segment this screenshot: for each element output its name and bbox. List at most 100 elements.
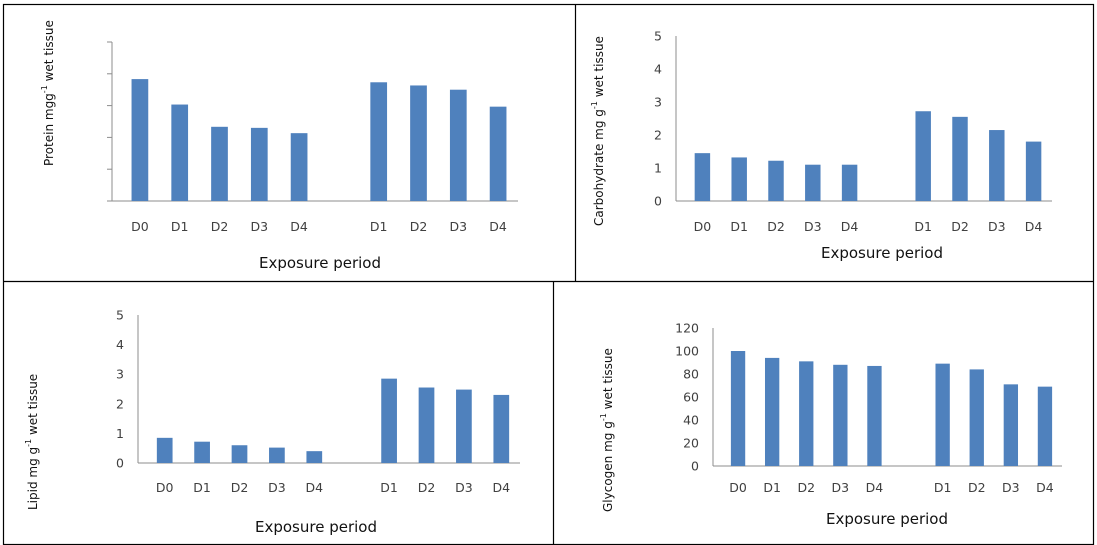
bar-d1	[171, 104, 189, 201]
y-tick-label: 5	[116, 308, 124, 323]
chart-1: D0 D1 D2 D3 D4 D1 D2 D3 D4 Exposure period Protein…	[40, 20, 518, 272]
bar-d2	[418, 387, 435, 463]
bar-d3	[805, 164, 821, 201]
y-tick-label: 4	[654, 62, 662, 77]
x-tick-label: D4	[1036, 480, 1054, 495]
y-tick-label: 1	[654, 161, 662, 176]
x-tick-label: D3	[1002, 480, 1020, 495]
x-tick-label: D1	[380, 480, 398, 495]
x-tick-label: D1	[763, 480, 781, 495]
y-tick-label: 3	[654, 95, 662, 110]
x-tick-label: D3	[251, 219, 269, 234]
x-tick-label: D1	[730, 219, 748, 234]
chart-4: 0 20 40 60 80 100 120 D0 D1 D2 D3 D4 D1 D2 D3 D4 Exposur…	[599, 321, 1062, 528]
y-tick-label: 1	[116, 426, 124, 441]
y-tick-label: 0	[654, 194, 662, 209]
x-tick-label: D4	[866, 480, 884, 495]
y-tick-label: 100	[675, 344, 699, 359]
y-tick-label: 40	[683, 413, 699, 428]
x-tick-label: D4	[290, 219, 308, 234]
x-tick-label: D1	[193, 480, 211, 495]
x-axis-title: Exposure period	[259, 254, 381, 272]
x-tick-label: D2	[410, 219, 428, 234]
x-tick-label: D3	[988, 219, 1006, 234]
bar-d3	[250, 127, 268, 201]
bar-d1	[194, 441, 210, 463]
bar-d1	[731, 157, 747, 201]
y-tick-label: 2	[116, 396, 124, 411]
y-axis-title: Carbohydrate mg g-1 wet tissue	[590, 36, 606, 226]
y-tick-label: 0	[691, 459, 699, 474]
x-tick-label: D1	[934, 480, 952, 495]
y-tick-label: 4	[116, 337, 124, 352]
bar-d0	[131, 79, 149, 201]
x-tick-label: D3	[455, 480, 473, 495]
x-tick-label: D2	[211, 219, 229, 234]
bar-d3	[456, 389, 472, 463]
bar-d1	[915, 111, 931, 201]
bar-d2	[410, 85, 427, 201]
x-tick-label: D3	[268, 480, 286, 495]
x-tick-label: D3	[804, 219, 822, 234]
bar-d1	[935, 363, 950, 466]
x-tick-label: D0	[131, 219, 149, 234]
x-tick-label: D2	[231, 480, 249, 495]
bar-d3	[449, 89, 467, 201]
x-tick-label: D2	[968, 480, 986, 495]
charts-group: D0 D1 D2 D3 D4 D1 D2 D3 D4 Exposure period Protein…	[24, 20, 1062, 536]
x-tick-label: D1	[370, 219, 388, 234]
bar-d2	[231, 445, 248, 463]
x-tick-label: D4	[1025, 219, 1043, 234]
x-tick-label: D1	[171, 219, 189, 234]
x-tick-label: D2	[418, 480, 436, 495]
x-axis-title: Exposure period	[826, 510, 948, 528]
y-tick-label: 20	[683, 436, 699, 451]
bar-d0	[694, 153, 711, 201]
bar-d4	[841, 164, 858, 201]
bar-d4	[1025, 141, 1042, 201]
bar-d0	[156, 437, 173, 463]
bar-d4	[493, 394, 510, 463]
x-tick-label: D3	[450, 219, 468, 234]
x-tick-label: D0	[729, 480, 747, 495]
bar-d4	[867, 365, 882, 466]
bar-d3	[989, 130, 1005, 201]
bar-d2	[799, 361, 814, 466]
bar-d2	[969, 369, 984, 466]
bar-d0	[730, 351, 746, 466]
y-axis-title: Lipid mg g-1 wet tissue	[24, 374, 40, 510]
bar-d2	[211, 126, 228, 201]
bar-d4	[1037, 386, 1053, 466]
bar-d3	[1003, 384, 1019, 466]
x-tick-label: D4	[489, 219, 507, 234]
x-tick-label: D3	[832, 480, 850, 495]
y-axis-title: Protein mgg-1 wet tissue	[40, 20, 56, 166]
y-tick-label: 80	[683, 367, 699, 382]
bar-d4	[489, 106, 507, 201]
y-tick-label: 3	[116, 367, 124, 382]
x-tick-label: D2	[797, 480, 815, 495]
x-axis-title: Exposure period	[821, 244, 943, 262]
bar-d1	[381, 378, 397, 463]
x-tick-label: D2	[767, 219, 785, 234]
bar-d1	[370, 82, 388, 201]
x-axis-title: Exposure period	[255, 518, 377, 536]
bar-d2	[768, 160, 784, 201]
bar-d3	[269, 447, 285, 463]
bar-d4	[306, 451, 323, 463]
x-tick-label: D0	[156, 480, 174, 495]
x-tick-label: D0	[694, 219, 712, 234]
bar-d1	[764, 357, 780, 466]
y-tick-label: 0	[116, 456, 124, 471]
chart-2: 0 1 2 3 4 5 D0 D1 D2 D3 D4 D1 D2 D3 D4 Exposure period C…	[590, 29, 1052, 262]
x-tick-label: D4	[841, 219, 859, 234]
chart-3: 0 1 2 3 4 5 D0 D1 D2 D3 D4 D1 D2 D3 D4 Exposure period L…	[24, 308, 520, 536]
y-tick-label: 120	[675, 321, 699, 336]
y-tick-label: 5	[654, 29, 662, 44]
x-tick-label: D4	[306, 480, 324, 495]
y-tick-label: 60	[683, 390, 699, 405]
x-tick-label: D2	[951, 219, 969, 234]
x-tick-label: D1	[914, 219, 932, 234]
